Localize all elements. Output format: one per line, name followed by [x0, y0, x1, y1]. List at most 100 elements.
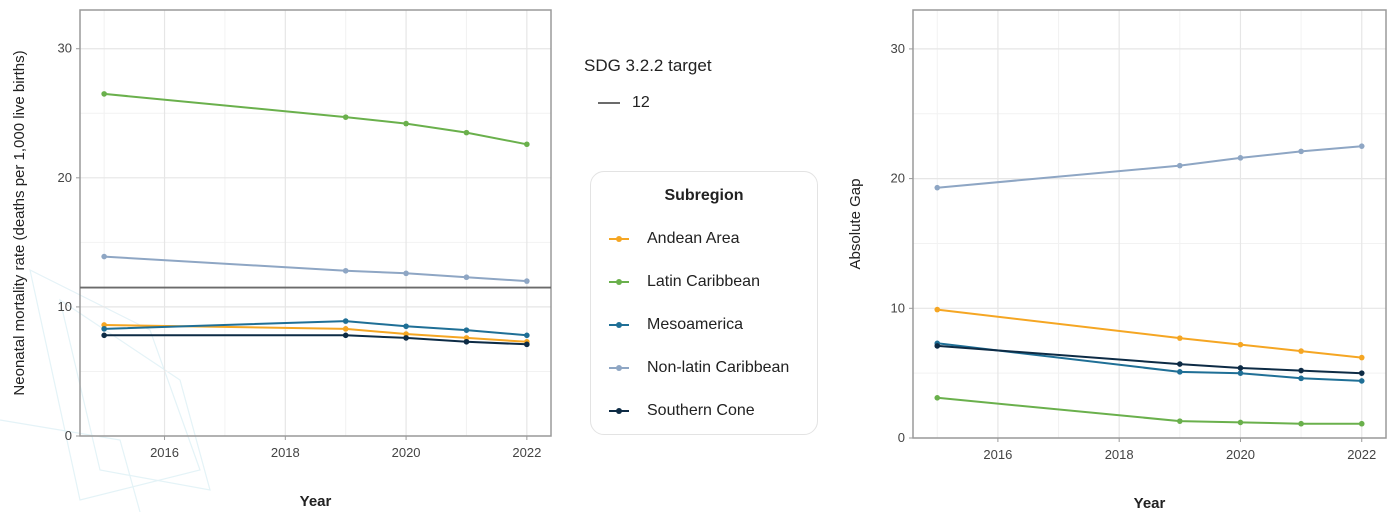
- chart0-point-latin-caribbean: [524, 141, 530, 148]
- chart0-series-mesoamerica: [101, 318, 530, 339]
- chart0-point-latin-caribbean: [342, 114, 349, 120]
- chart0-point-mesoamerica: [101, 326, 107, 332]
- target-legend-title: SDG 3.2.2 target: [584, 56, 712, 75]
- chart0-point-non-latin-caribbean: [342, 267, 349, 274]
- legend-item-andean-area: Andean Area: [609, 229, 740, 249]
- chart1-point-southern-cone: [1298, 367, 1304, 374]
- subregion-legend: Subregion Andean Area Latin Caribbean Meso…: [590, 171, 818, 435]
- chart0-y-tick-label: 30: [58, 41, 72, 56]
- chart1-y-tick-label: 0: [898, 430, 905, 445]
- chart0-point-mesoamerica: [463, 327, 470, 333]
- legend-item-mesoamerica: Mesoamerica: [609, 315, 743, 335]
- left-chart: 2016 2018 2020 2022 0 10 20 30 Year Neonatal mort…: [11, 9, 552, 510]
- chart0-point-non-latin-caribbean: [524, 278, 530, 284]
- chart0-minor-grid: [80, 10, 551, 436]
- chart1-point-latin-caribbean: [1298, 420, 1304, 427]
- subregion-legend-title: Subregion: [664, 187, 744, 204]
- chart0-y-axis-title: Neonatal mortality rate (deaths per 1,00…: [11, 50, 28, 395]
- chart0-point-southern-cone: [524, 341, 530, 348]
- chart0-line-non-latin-caribbean: [104, 255, 527, 283]
- chart1-series-non-latin-caribbean: [934, 143, 1365, 191]
- legend-label-latin-caribbean: Latin Caribbean: [647, 273, 760, 290]
- chart1-series-latin-caribbean: [934, 394, 1365, 427]
- chart1-point-non-latin-caribbean: [1177, 162, 1183, 169]
- chart1-point-southern-cone: [1358, 370, 1365, 376]
- chart0-point-andean-area: [403, 331, 409, 337]
- legend-item-non-latin-caribbean: Non-latin Caribbean: [609, 358, 789, 378]
- chart1-y-axis-title: Absolute Gap: [847, 179, 864, 270]
- chart1-y-tick-label: 30: [891, 41, 905, 56]
- chart0-y-tick-label: 0: [65, 428, 72, 443]
- target-legend: SDG 3.2.2 target 12: [584, 56, 824, 112]
- chart1-point-latin-caribbean: [1237, 419, 1244, 426]
- chart0-line-latin-caribbean: [104, 92, 527, 146]
- chart1-point-andean-area: [1237, 341, 1244, 348]
- chart1-point-southern-cone: [1237, 365, 1244, 371]
- chart0-x-axis-title: Year: [300, 493, 332, 510]
- chart1-point-andean-area: [1298, 348, 1304, 354]
- chart0-y-tick-label: 10: [58, 299, 72, 314]
- legend-label-andean-area: Andean Area: [647, 230, 740, 247]
- chart1-series-andean-area: [934, 306, 1365, 361]
- chart1-major-grid: [913, 10, 1386, 439]
- chart0-series-non-latin-caribbean: [101, 253, 530, 284]
- chart0-point-mesoamerica: [342, 318, 349, 324]
- chart0-x-tick-label: 2020: [392, 445, 421, 460]
- chart1-x-tick-label: 2016: [983, 447, 1012, 462]
- legend-label-non-latin-caribbean: Non-latin Caribbean: [647, 359, 790, 376]
- chart1-x-axis-title: Year: [1134, 495, 1166, 512]
- chart1-x-tick-label: 2022: [1347, 447, 1376, 462]
- chart0-line-southern-cone: [104, 334, 527, 346]
- chart0-series-latin-caribbean: [101, 91, 530, 148]
- chart0-point-andean-area: [463, 335, 470, 341]
- target-line-swatch: [598, 102, 620, 104]
- chart1-point-mesoamerica: [1177, 369, 1183, 375]
- chart0-x-tick-label: 2018: [271, 445, 300, 460]
- chart1-point-southern-cone: [1177, 361, 1183, 367]
- chart1-line-latin-caribbean: [937, 396, 1362, 425]
- chart0-point-andean-area: [101, 322, 107, 328]
- chart0-point-mesoamerica: [524, 332, 530, 339]
- chart0-series-southern-cone: [101, 332, 530, 348]
- legend-label-mesoamerica: Mesoamerica: [647, 316, 744, 333]
- chart0-point-latin-caribbean: [463, 129, 470, 136]
- legend-swatch-mesoamerica: [609, 322, 629, 328]
- chart1-point-latin-caribbean: [1177, 418, 1183, 424]
- chart0-point-southern-cone: [101, 332, 107, 339]
- chart1-point-latin-caribbean: [1358, 420, 1365, 427]
- chart0-point-southern-cone: [342, 332, 349, 339]
- chart1-series-mesoamerica: [934, 340, 1365, 384]
- legend-label-southern-cone: Southern Cone: [647, 402, 755, 419]
- legend-swatch-latin-caribbean: [609, 279, 629, 285]
- chart0-point-mesoamerica: [403, 323, 409, 330]
- chart1-x-tick-label: 2018: [1105, 447, 1134, 462]
- chart0-plot-frame: [79, 9, 552, 437]
- chart1-point-mesoamerica: [1237, 370, 1244, 376]
- legend-swatch-non-latin-caribbean: [609, 365, 629, 371]
- chart0-major-grid: [80, 10, 551, 437]
- chart0-point-latin-caribbean: [403, 120, 409, 127]
- chart0-y-tick-label: 20: [58, 170, 72, 185]
- chart1-point-andean-area: [934, 306, 941, 313]
- chart1-point-southern-cone: [934, 343, 941, 349]
- chart1-plot-frame: [912, 9, 1387, 439]
- chart1-minor-grid: [913, 10, 1386, 438]
- chart0-series-andean-area: [101, 322, 530, 345]
- chart0-point-non-latin-caribbean: [463, 274, 470, 281]
- chart0-point-latin-caribbean: [101, 91, 107, 97]
- legend-swatch-southern-cone: [609, 408, 629, 414]
- chart0-point-andean-area: [342, 326, 349, 332]
- right-chart: 2016 2018 2020 2022 0 10 20 30 Year Absolute Gap: [847, 9, 1387, 512]
- chart1-point-non-latin-caribbean: [1237, 155, 1244, 161]
- chart1-series-southern-cone: [934, 343, 1365, 376]
- chart0-point-non-latin-caribbean: [101, 253, 107, 260]
- legend-swatch-andean-area: [609, 236, 629, 242]
- chart0-point-southern-cone: [403, 335, 409, 341]
- chart1-y-tick-label: 10: [891, 300, 905, 315]
- chart1-point-non-latin-caribbean: [934, 184, 941, 191]
- chart1-point-non-latin-caribbean: [1358, 143, 1365, 149]
- target-legend-row: 12: [584, 94, 824, 112]
- target-legend-value: 12: [632, 94, 650, 111]
- chart1-point-andean-area: [1358, 354, 1365, 361]
- chart1-point-mesoamerica: [1298, 375, 1304, 382]
